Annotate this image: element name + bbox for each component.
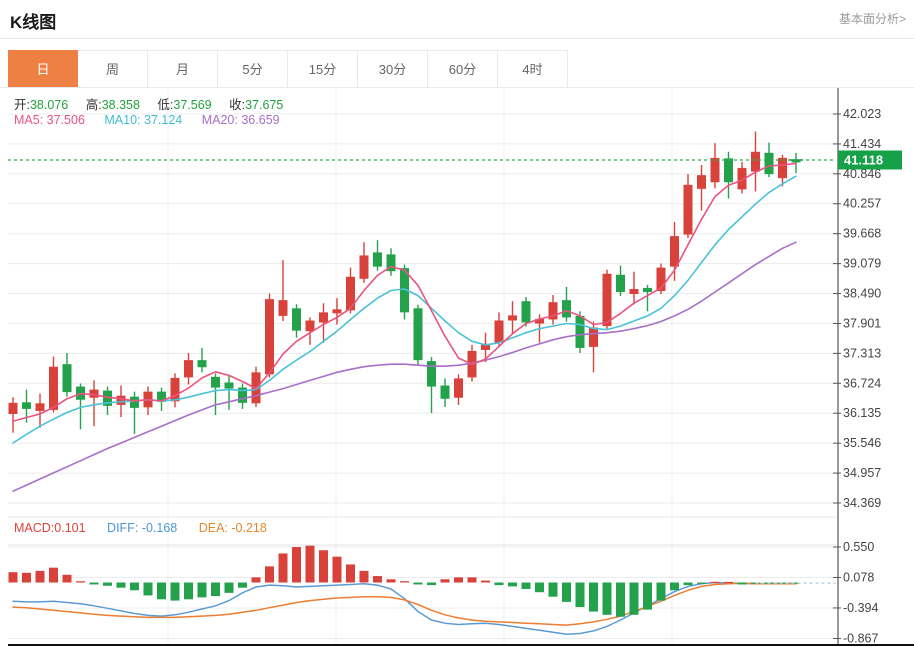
ma20-value: MA20: 36.659 bbox=[201, 113, 280, 127]
axis-tick-label: 39.079 bbox=[843, 257, 881, 271]
tab-5min[interactable]: 5分 bbox=[218, 50, 288, 88]
low-value: 低:37.569 bbox=[157, 98, 212, 112]
macd-layer bbox=[8, 545, 836, 617]
tabbar-bottom-border bbox=[0, 87, 914, 88]
axis-tick-label: 40.846 bbox=[843, 167, 881, 181]
current-price-label: 41.118 bbox=[844, 152, 883, 167]
macd-info-bar: MACD:0.101 DIFF: -0.168 DEA: -0.218 bbox=[14, 521, 285, 535]
page-title: K线图 bbox=[10, 13, 57, 32]
tab-30min[interactable]: 30分 bbox=[358, 50, 428, 88]
ma5-value: MA5: 37.506 bbox=[14, 113, 85, 127]
tab-monthly[interactable]: 月 bbox=[148, 50, 218, 88]
period-tabbar: 日周月 5分 15分 30分 60分 4时 bbox=[8, 50, 568, 88]
open-value: 开:38.076 bbox=[14, 98, 69, 112]
tab-60min[interactable]: 60分 bbox=[428, 50, 498, 88]
axis-tick-label: 41.434 bbox=[843, 137, 881, 151]
ma5-line bbox=[12, 162, 797, 422]
ma-info-bar: MA5: 37.506 MA10: 37.124 MA20: 36.659 bbox=[14, 113, 296, 127]
diff-value: DIFF: -0.168 bbox=[107, 521, 178, 535]
axis-tick-label: 0.550 bbox=[843, 540, 874, 554]
current-price-tag: 41.118 bbox=[838, 150, 902, 170]
ohlc-info-bar: 开:38.076 高:38.358 低:37.569 收:37.675 bbox=[14, 94, 297, 113]
axis-tick-label: 37.901 bbox=[843, 316, 881, 330]
axis-tick-label: 34.369 bbox=[843, 496, 881, 510]
fundamental-analysis-link[interactable]: 基本面分析> bbox=[838, 12, 906, 26]
axis-tick-label: 0.078 bbox=[843, 570, 874, 584]
axis-tick-label: -0.867 bbox=[843, 631, 878, 645]
header-divider bbox=[0, 38, 914, 39]
axis-tick-label: 34.957 bbox=[843, 466, 881, 480]
tab-daily[interactable]: 日 bbox=[8, 50, 78, 88]
axis-tick-label: 36.724 bbox=[843, 376, 881, 390]
ma10-value: MA10: 37.124 bbox=[104, 113, 183, 127]
close-value: 收:37.675 bbox=[229, 98, 284, 112]
axis-tick-label: 42.023 bbox=[843, 107, 881, 121]
axis-tick-label: 36.135 bbox=[843, 406, 881, 420]
price-axis: 42.023 41.434 40.846 40.257 39.668 39.079 38.4… bbox=[833, 88, 881, 645]
axis-tick-label: 35.546 bbox=[843, 436, 881, 450]
ma20-line bbox=[12, 241, 797, 493]
axis-tick-label: -0.394 bbox=[843, 601, 878, 615]
axis-tick-label: 39.668 bbox=[843, 227, 881, 241]
dea-value: DEA: -0.218 bbox=[198, 521, 267, 535]
axis-tick-label: 40.257 bbox=[843, 197, 881, 211]
high-value: 高:38.358 bbox=[85, 98, 140, 112]
axis-tick-label: 38.490 bbox=[843, 287, 881, 301]
candles-layer bbox=[8, 131, 801, 434]
ma-lines-layer bbox=[12, 162, 797, 635]
axis-tick-label: 37.313 bbox=[843, 346, 881, 360]
macd-value: MACD:0.101 bbox=[14, 521, 86, 535]
